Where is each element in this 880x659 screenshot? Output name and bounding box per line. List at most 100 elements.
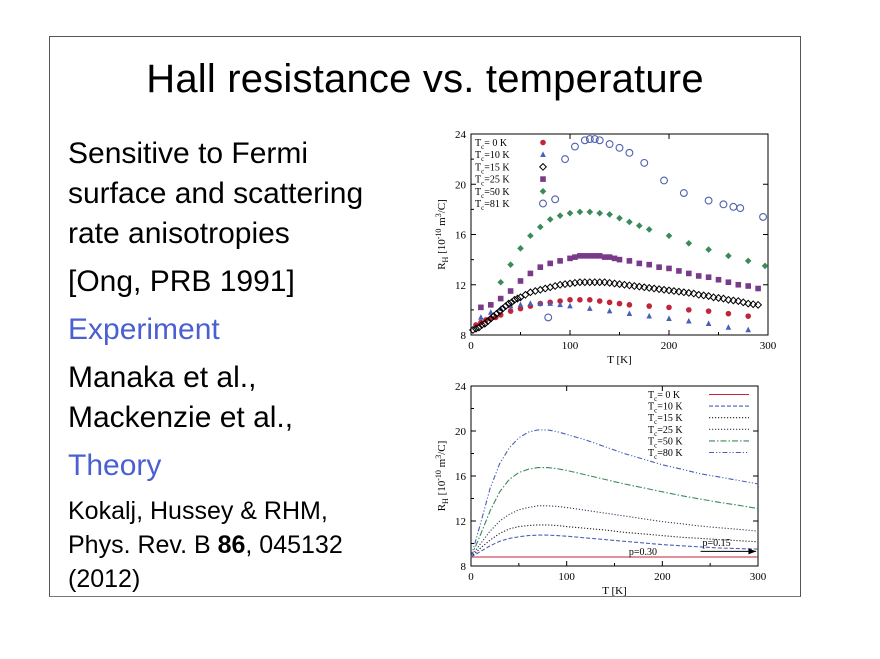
data-point [471,324,480,333]
data-point [517,245,524,252]
legend-label: Tc= 0 K [475,138,508,151]
data-point [537,264,544,270]
heading-experiment: Experiment [68,313,220,346]
data-point [596,209,603,217]
y-tick-label: 16 [455,230,467,242]
data-point [640,283,649,292]
data-point [517,301,524,308]
data-point [516,293,525,302]
data-point [636,222,643,230]
data-point [478,304,484,311]
series-line-1 [470,534,759,558]
data-point [572,254,578,260]
data-point [674,287,683,296]
legend-marker [540,151,546,157]
legend-marker [538,162,548,171]
y-tick-label: 12 [455,280,466,292]
series-2 [468,278,763,334]
data-point [546,216,554,223]
data-point [699,291,708,300]
data-point [567,297,573,303]
legend-marker [540,176,546,182]
data-point [495,307,504,316]
data-point [645,226,653,233]
legend-label: Tc=15 K [648,413,683,426]
data-point [601,254,608,260]
data-point [577,253,583,259]
data-point [510,295,519,304]
data-point [739,298,748,307]
bullet-year: (2012) [68,565,141,593]
bullet-manaka: Manaka et al., [68,361,257,394]
y-axis-label: RH [10-10 m3/C] [434,441,450,512]
data-point [725,310,732,317]
data-point [501,302,510,311]
data-point [754,300,763,309]
x-axis-label: T [K] [607,354,632,366]
data-point [725,279,732,286]
data-point [606,254,613,260]
data-point [745,326,751,333]
y-tick-label: 24 [455,381,467,393]
data-point [537,223,544,231]
data-point [679,189,688,197]
data-point [615,143,624,152]
data-point [626,302,633,308]
legend-marker [540,139,546,146]
data-point [537,300,544,306]
heading-theory: Theory [68,449,162,482]
data-point [517,305,524,312]
data-point [544,313,553,322]
legend-label: Tc=10 K [475,150,510,163]
data-point [625,148,634,157]
data-point [507,308,514,314]
legend-label: Tc=81 K [475,199,510,212]
legend-marker [539,199,547,208]
y-tick-label: 20 [455,179,467,191]
data-point [596,298,603,304]
annotation-p030: p=0.30 [629,547,657,558]
data-point [497,295,504,302]
data-point [615,280,624,289]
data-point [744,299,753,308]
data-point [576,208,584,216]
data-point [561,155,570,164]
data-point [567,255,573,262]
data-point [590,135,599,143]
legend-label: Tc=15 K [475,162,510,175]
data-point [556,212,564,219]
data-point [498,304,507,313]
data-point [513,294,522,303]
x-tick-label: 0 [468,571,474,583]
data-point [666,315,672,321]
legend-label: Tc=50 K [475,187,510,200]
bullet-list: Sensitive to Fermi surface and scatterin… [68,134,418,596]
data-point [646,303,652,309]
data-point [504,299,513,308]
bullet-ong-reference: [Ong, PRB 1991] [68,265,295,298]
x-tick-label: 100 [558,571,575,583]
data-point [606,299,613,306]
data-point [527,232,534,240]
data-point [483,317,492,326]
bullet-mackenzie: Mackenzie et al., [68,401,294,434]
data-point [488,309,494,315]
bullet-kokalj: Kokalj, Hussey & RHM, [68,497,328,525]
data-point [507,288,514,294]
data-point [611,255,618,262]
data-point [567,302,573,309]
series-3 [478,253,761,311]
data-point [468,325,477,334]
data-point [582,253,588,259]
data-point [646,261,652,268]
series-5 [544,135,767,322]
data-point [729,202,738,211]
data-point [605,140,614,148]
data-point [724,295,733,304]
slide-title: Hall resistance vs. temperature [146,57,704,101]
data-point [626,258,633,264]
legend-label: Tc=10 K [648,402,683,415]
bullet-prb-citation: Phys. Rev. B 86, 045132 [68,528,418,562]
x-tick-label: 300 [750,571,767,583]
series-line-2 [470,524,759,558]
